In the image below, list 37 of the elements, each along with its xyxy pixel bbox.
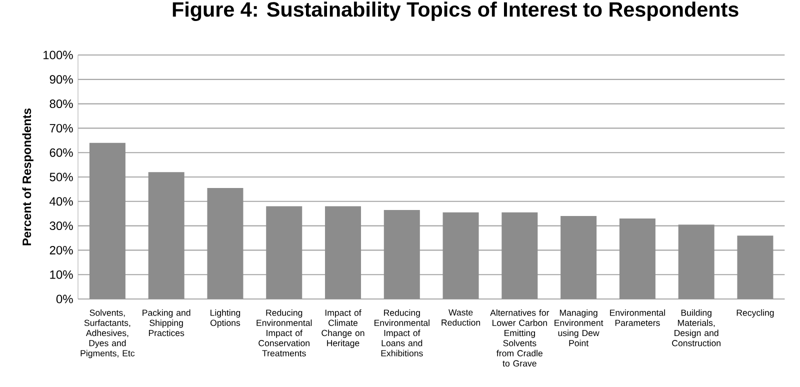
y-tick-label: 10% xyxy=(50,270,73,279)
y-tick-label: 40% xyxy=(50,197,73,206)
x-tick-label: Impact of Climate Change on Heritage xyxy=(322,309,364,348)
y-tick-label: 0% xyxy=(56,294,73,304)
x-tick-label: Reducing Environmental Impact of Loans and Exhibitions xyxy=(374,309,430,356)
bar xyxy=(560,216,597,300)
bar xyxy=(207,188,244,300)
bar xyxy=(384,210,420,300)
y-tick-label: 100% xyxy=(44,50,73,60)
x-tick-label: Reducing Environmental Impact of Conservation Treatments xyxy=(256,309,312,356)
y-axis-title: Percent of Respondents xyxy=(22,108,34,246)
x-tick-label: Solvents, Surfactants, Adhesives, Dyes and Pigments, Etc xyxy=(80,309,135,358)
y-tick-label: 30% xyxy=(50,222,73,230)
x-tick-label: Building Materials, Design and Construction xyxy=(672,309,720,346)
y-tick-label: 50% xyxy=(50,172,73,182)
bar xyxy=(678,224,714,300)
x-tick-label: Lighting Options xyxy=(210,309,240,328)
x-tick-label: Alternatives for Lower Carbon Emitting Solvents from Cradle to Grave xyxy=(490,309,550,367)
bar xyxy=(266,206,302,300)
y-tick-label: 20% xyxy=(50,246,73,254)
y-tick-label: 60% xyxy=(50,148,73,157)
x-tick-label: Waste Reduction xyxy=(442,309,480,326)
x-tick-label: Packing and Shipping Practices xyxy=(142,309,190,336)
bar xyxy=(89,142,126,300)
x-tick-label: Recycling xyxy=(736,309,774,318)
y-tick-label: 90% xyxy=(50,75,73,84)
bar xyxy=(325,206,361,300)
bar xyxy=(502,212,538,300)
bar xyxy=(737,236,774,300)
y-tick-label: 70% xyxy=(50,124,73,132)
x-tick-label: Managing Environment using Dew Point xyxy=(554,309,604,346)
y-tick-label: 80% xyxy=(50,100,73,108)
x-tick-label: Environmental Parameters xyxy=(610,309,665,326)
bar xyxy=(442,212,479,300)
chart-title: Figure 4: Sustainability Topics of Interest to Respondents xyxy=(172,2,738,21)
bar xyxy=(619,218,656,300)
bar xyxy=(148,172,184,300)
